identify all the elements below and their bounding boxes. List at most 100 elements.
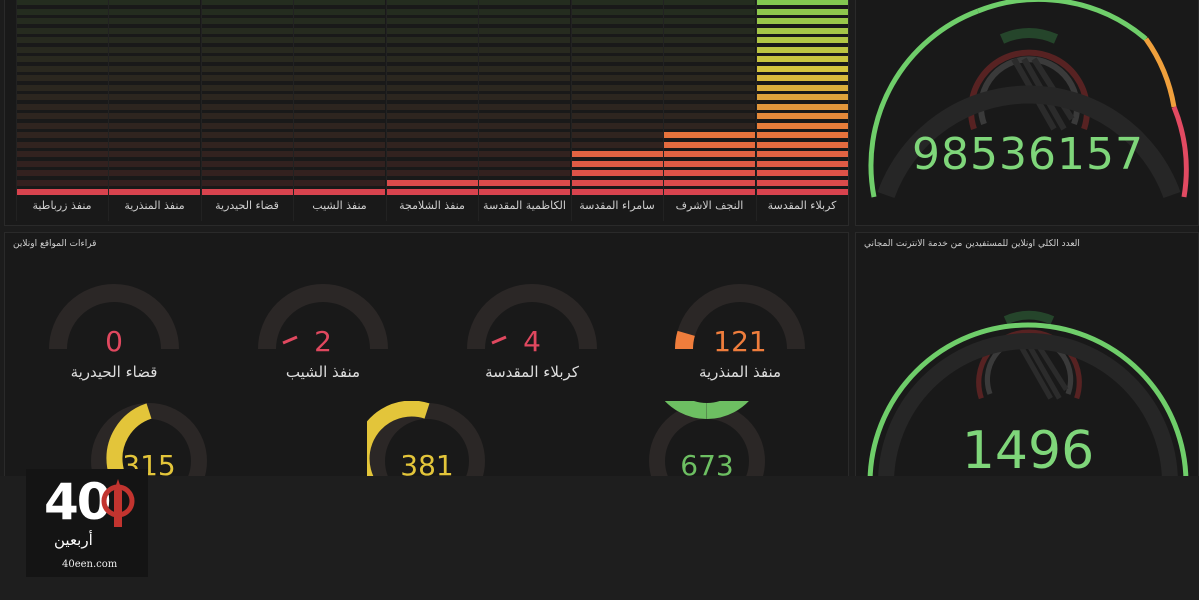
gauge-arc — [91, 403, 207, 481]
bar-segment — [571, 0, 663, 5]
bar-segment — [16, 141, 108, 148]
bar-segment — [201, 94, 293, 100]
bar-segment — [756, 27, 848, 34]
bar-segment — [16, 179, 108, 186]
bar-segment — [479, 27, 570, 34]
bar-segment — [16, 65, 108, 72]
bar-segment — [479, 189, 570, 195]
bar-segment — [664, 170, 755, 176]
bar-segment — [386, 132, 478, 138]
minaret-icon — [101, 479, 135, 527]
bar-segment — [386, 122, 478, 129]
bar-segment — [294, 132, 385, 138]
bar-segment — [16, 189, 108, 195]
bar-segment — [479, 75, 570, 81]
bar-segment — [664, 37, 755, 43]
bar-3 — [479, 0, 570, 195]
bar-chart: كربلاء المقدسة النجف الاشرف سامراء المقدسة… — [12, 0, 848, 225]
gauge-arc — [649, 401, 765, 481]
bar-segment — [16, 46, 108, 53]
bar-segment — [479, 113, 570, 119]
bar-segment — [201, 179, 293, 186]
bar-segment — [479, 56, 570, 62]
bar-segment — [294, 113, 385, 119]
bar-segment — [109, 18, 200, 24]
bar-segment — [109, 151, 200, 157]
bar-segment — [109, 94, 200, 100]
bar-segment — [201, 151, 293, 157]
bar-8 — [16, 0, 108, 195]
gauge-arc — [367, 401, 485, 481]
bar-segment — [756, 84, 848, 91]
bar-segment — [294, 122, 385, 129]
bar-segment — [571, 151, 663, 157]
bar-segment — [109, 8, 200, 15]
bar-label: قضاء الحيدرية — [215, 199, 279, 212]
bar-segment — [109, 37, 200, 43]
bar-segment — [294, 94, 385, 100]
bar-label: منفذ زرباطية — [32, 199, 92, 212]
bar-segment — [201, 103, 293, 110]
bar-segment — [479, 46, 570, 53]
bar-segment — [294, 151, 385, 157]
bar-segment — [479, 179, 570, 186]
bar-segment — [479, 18, 570, 24]
bar-segment — [756, 160, 848, 167]
column-separator — [663, 0, 664, 221]
bar-segment — [201, 132, 293, 138]
online-panel-title: العدد الكلي اونلاين للمستفيدين من خدمة ا… — [864, 239, 1080, 249]
gauge-value: 0 — [105, 325, 123, 358]
bar-segment — [109, 56, 200, 62]
bar-segment — [201, 189, 293, 195]
bar-segment — [479, 8, 570, 15]
bar-segment — [294, 84, 385, 91]
gauge-value: 381 — [400, 449, 454, 482]
bar-segment — [16, 75, 108, 81]
bar-segment — [109, 84, 200, 91]
bar-segment — [479, 94, 570, 100]
bar-segment — [479, 122, 570, 129]
bar-segment — [16, 103, 108, 110]
bar-segment — [294, 56, 385, 62]
bar-segment — [479, 0, 570, 5]
bar-segment — [756, 103, 848, 110]
online-panel: العدد الكلي اونلاين للمستفيدين من خدمة ا… — [855, 232, 1199, 482]
bar-segment — [479, 141, 570, 148]
bar-segment — [294, 170, 385, 176]
bar-segment — [109, 132, 200, 138]
bar-segment — [201, 37, 293, 43]
bar-segment — [386, 18, 478, 24]
gauge-arc — [467, 284, 597, 350]
gauge-arc — [674, 284, 805, 350]
bar-segment — [479, 170, 570, 176]
bar-segment — [386, 151, 478, 157]
bar-7 — [109, 0, 200, 195]
bar-segment — [571, 189, 663, 195]
logo-site: 40een.com — [62, 559, 118, 570]
bar-segment — [664, 75, 755, 81]
logo-arabic: أربعين — [54, 531, 93, 549]
bar-segment — [664, 132, 755, 138]
bar-segment — [756, 122, 848, 129]
gauge-arc — [258, 284, 388, 350]
bar-segment — [294, 179, 385, 186]
gauge-value: 2 — [314, 325, 332, 358]
gauge-value: 121 — [713, 325, 767, 358]
gauge-alhaidariya: 0 قضاء الحيدرية — [46, 271, 182, 391]
bar-segment — [16, 37, 108, 43]
bar-segment — [386, 75, 478, 81]
bar-segment — [571, 94, 663, 100]
column-separator — [293, 0, 294, 221]
bar-segment — [16, 113, 108, 119]
bar-segment — [386, 65, 478, 72]
bar-segment — [201, 0, 293, 5]
bar-segment — [571, 170, 663, 176]
bar-segment — [16, 56, 108, 62]
bar-segment — [16, 160, 108, 167]
bar-segment — [201, 141, 293, 148]
gauge-value: 673 — [680, 449, 734, 482]
bar-1 — [664, 0, 755, 195]
bar-label: منفذ المنذرية — [124, 199, 185, 212]
bar-segment — [756, 65, 848, 72]
bar-segment — [294, 189, 385, 195]
